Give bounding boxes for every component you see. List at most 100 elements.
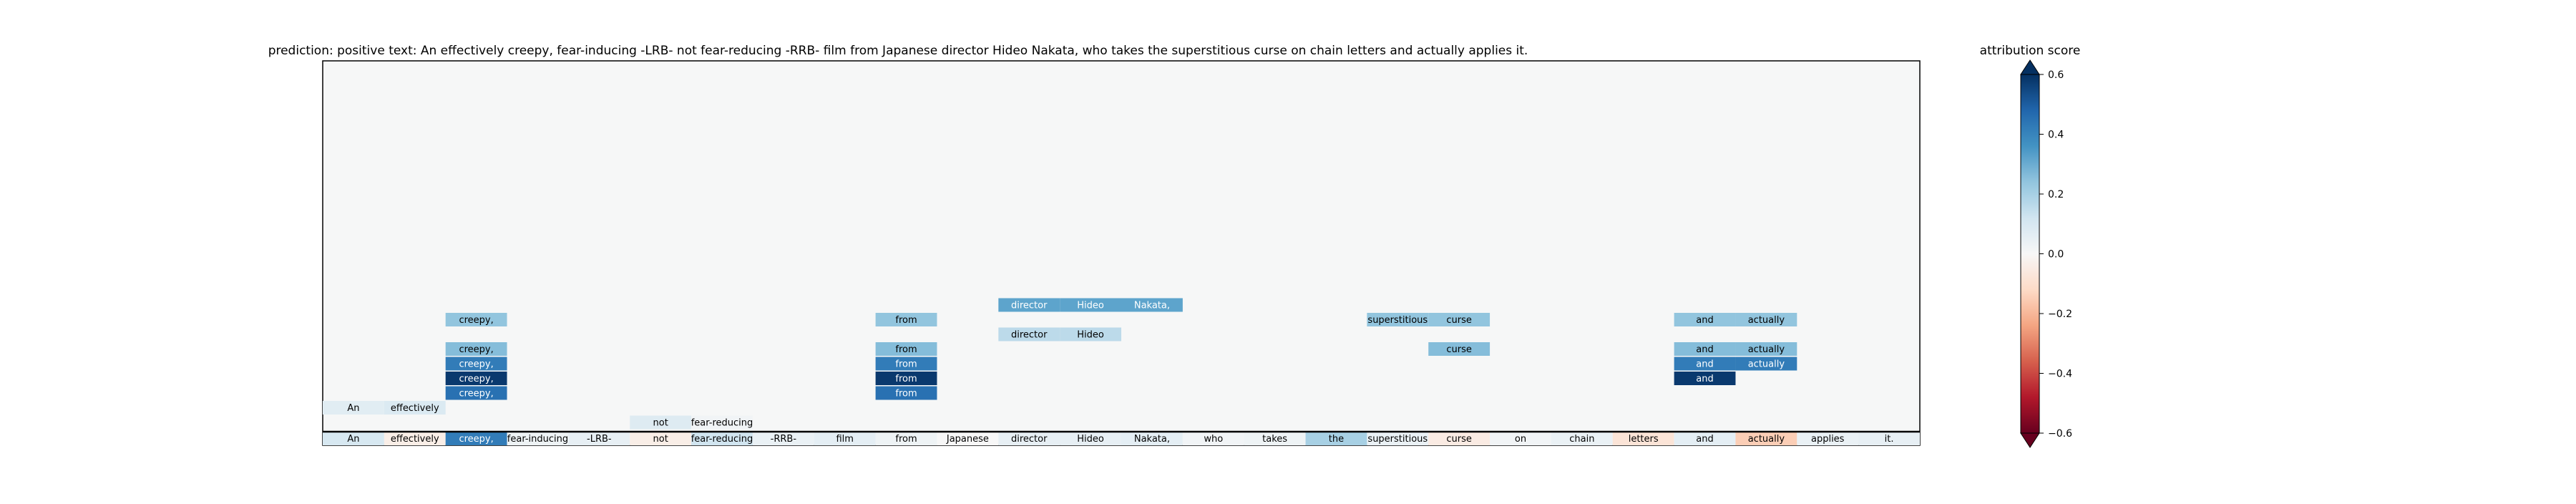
token-cell-label: on	[1515, 434, 1526, 445]
colorbar-tick-label: 0.2	[2048, 189, 2064, 200]
token-cell: fear-reducing	[691, 432, 753, 445]
layer-cell-fill	[1428, 313, 1491, 326]
token-cell-fill	[1244, 432, 1306, 445]
layer-cell: from	[875, 313, 937, 326]
token-cell: Hideo	[1060, 432, 1121, 445]
token-cell: Japanese	[937, 432, 999, 445]
layer-cell-fill	[875, 372, 937, 385]
layer-cell-label: from	[895, 359, 917, 370]
token-cell-fill	[752, 432, 814, 445]
layer-cell-fill	[1367, 313, 1429, 326]
layer-cell-label: Hideo	[1077, 301, 1104, 311]
token-cell-fill	[568, 432, 630, 445]
layer-cell-label: Nakata,	[1134, 301, 1170, 311]
layer-cell-label: curse	[1446, 315, 1472, 326]
token-cell: the	[1305, 432, 1367, 445]
token-cell: director	[998, 432, 1060, 445]
colorbar-tick-label: −0.6	[2048, 428, 2072, 440]
token-cell-label: it.	[1885, 434, 1894, 445]
token-cell-fill	[1797, 432, 1859, 445]
token-cell-label: chain	[1569, 434, 1594, 445]
token-cell-label: curse	[1446, 434, 1472, 445]
layer-cell: and	[1674, 372, 1736, 385]
layer-cell: Hideo	[1060, 327, 1121, 341]
layer-cell-label: superstitious	[1367, 315, 1428, 326]
layer-cell-label: and	[1696, 315, 1713, 326]
layer-cell-fill	[445, 342, 507, 356]
token-cell-fill	[1367, 432, 1429, 445]
token-cell-fill	[1858, 432, 1920, 445]
layer-cell: not	[630, 415, 692, 430]
token-cell-label: letters	[1629, 434, 1659, 445]
layer-cell: creepy,	[445, 313, 507, 326]
layer-cell-label: Hideo	[1077, 330, 1104, 341]
layer-cell-label: director	[1011, 301, 1048, 311]
layer-cell-label: and	[1696, 344, 1713, 355]
plot-area: An effectively creepy, fear-inducing -LRB-no…	[322, 60, 1921, 446]
token-cell-label: film	[836, 434, 853, 445]
token-cell-fill	[1121, 432, 1183, 445]
colorbar-tick-label: 0.0	[2048, 249, 2064, 261]
token-cell-fill	[1428, 432, 1491, 445]
layer-cell: from	[875, 357, 937, 371]
token-cell: who	[1182, 432, 1244, 445]
layer-cell: Hideo	[1060, 298, 1121, 312]
layer-cell-label: creepy,	[459, 359, 493, 370]
layer-cell: from	[875, 386, 937, 400]
token-cell-fill	[323, 432, 384, 445]
layer-cell-label: and	[1696, 359, 1713, 370]
layer-cell: from	[875, 372, 937, 385]
token-cell-label: who	[1204, 434, 1223, 445]
colorbar-label: attribution score	[1980, 44, 2081, 58]
layer-cell-label: from	[895, 389, 917, 399]
token-cell: actually	[1735, 432, 1797, 445]
token-cell-label: not	[653, 434, 668, 445]
layer-cell-fill	[1060, 327, 1121, 341]
token-cell-fill	[1060, 432, 1121, 445]
token-cell: it.	[1858, 432, 1920, 445]
layer-cell: actually	[1735, 313, 1797, 326]
layer-cell-fill	[323, 401, 384, 415]
token-cell-fill	[1674, 432, 1736, 445]
token-cell-label: from	[895, 434, 917, 445]
token-cell: -LRB-	[568, 432, 630, 445]
layer-cell: actually	[1735, 357, 1797, 371]
token-cell: applies	[1797, 432, 1859, 445]
token-cell-label: applies	[1811, 434, 1845, 445]
layer-cell-fill	[875, 357, 937, 371]
token-cell: creepy,	[445, 432, 507, 445]
layer-cell-label: not	[653, 418, 668, 429]
colorbar-tick-label: −0.2	[2048, 309, 2072, 320]
token-cell-label: Hideo	[1077, 434, 1104, 445]
token-cell-fill	[384, 432, 446, 445]
layer-cell-label: actually	[1748, 344, 1785, 355]
layer-cell-fill	[445, 372, 507, 385]
token-cell-fill	[1305, 432, 1367, 445]
layer-cell: Nakata,	[1121, 298, 1183, 312]
token-cell-label: creepy,	[459, 434, 493, 445]
layer-cell-label: fear-reducing	[691, 418, 753, 429]
token-cell-fill	[1490, 432, 1551, 445]
token-cell-fill	[630, 432, 692, 445]
layer-cell: and	[1674, 357, 1736, 371]
layer-cell: and	[1674, 313, 1736, 326]
token-cell: An	[323, 432, 384, 445]
token-cell: effectively	[384, 432, 446, 445]
plot-background	[322, 60, 1921, 446]
colorbar: attribution score 0.6 0.4 0.2 0.0 −0.2 −0.4 −0…	[1980, 44, 2081, 448]
token-cell-label: director	[1011, 434, 1048, 445]
colorbar-tick-label: −0.4	[2048, 369, 2072, 380]
layer-cell: and	[1674, 342, 1736, 356]
layer-cell-label: and	[1696, 374, 1713, 384]
layer-cell: effectively	[384, 401, 446, 415]
token-cell-fill	[1735, 432, 1797, 445]
token-cell-label: An	[347, 434, 359, 445]
token-cell-fill	[998, 432, 1060, 445]
layer-cell-label: creepy,	[459, 389, 493, 399]
token-cell-label: Nakata,	[1134, 434, 1170, 445]
layer-cell: creepy,	[445, 372, 507, 385]
token-cell-fill	[1612, 432, 1674, 445]
token-cell-label: and	[1696, 434, 1713, 445]
token-cell: -RRB-	[752, 432, 814, 445]
